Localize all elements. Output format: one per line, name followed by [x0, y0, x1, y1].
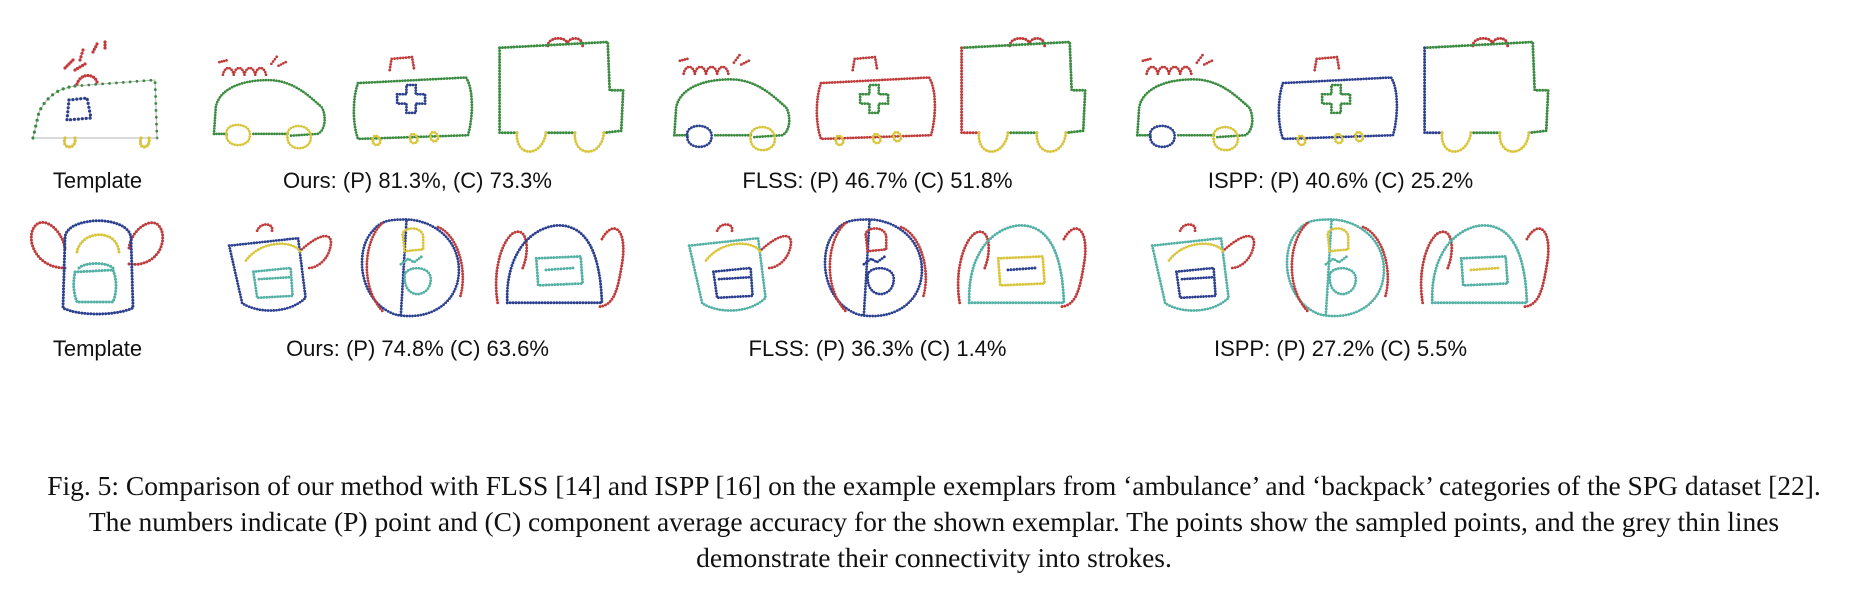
- sketch-backpack-ispp-3: [1419, 223, 1550, 309]
- label-ambulance-ours: Ours: (P) 81.3%, (C) 73.3%: [283, 168, 552, 193]
- sketch-backpack-ispp-2: [1285, 218, 1390, 318]
- figure-caption: Fig. 5: Comparison of our method with FL…: [47, 470, 1821, 573]
- label-backpack-ispp: ISPP: (P) 27.2% (C) 5.5%: [1213, 336, 1468, 361]
- sketch-backpack-flss-2: [823, 218, 928, 318]
- sketch-ambulance-ours-2: [352, 55, 474, 147]
- sketch-ambulance-flss-3: [960, 36, 1087, 154]
- sketch-backpack-ours-2: [360, 218, 465, 318]
- sketch-ambulance-ispp-1: [1135, 53, 1254, 152]
- sketch-backpack-ours-3: [494, 223, 625, 309]
- sketch-backpack-ispp-1: [1150, 223, 1256, 312]
- label-ambulance-template: Template: [52, 168, 143, 193]
- label-backpack-flss: FLSS: (P) 36.3% (C) 1.4%: [748, 336, 1007, 361]
- sketch-backpack-ours-1: [227, 223, 333, 312]
- label-backpack-ours: Ours: (P) 74.8% (C) 63.6%: [286, 336, 549, 361]
- sketch-backpack-flss-3: [956, 223, 1087, 309]
- sketch-ambulance-ispp-2: [1277, 55, 1399, 147]
- sketch-backpack-flss-1: [687, 223, 793, 312]
- sketch-ambulance-flss-1: [672, 53, 791, 152]
- sketch-backpack-template: [29, 219, 165, 316]
- sketch-ambulance-template: [31, 40, 159, 149]
- sketch-ambulance-ours-3: [498, 36, 625, 154]
- sketch-ambulance-ours-1: [212, 55, 327, 150]
- label-ambulance-ispp: ISPP: (P) 40.6% (C) 25.2%: [1207, 168, 1474, 193]
- label-ambulance-flss: FLSS: (P) 46.7% (C) 51.8%: [742, 168, 1013, 193]
- label-backpack-template: Template: [52, 336, 143, 361]
- sketch-ambulance-ispp-3: [1423, 36, 1550, 154]
- sketch-ambulance-flss-2: [815, 55, 937, 147]
